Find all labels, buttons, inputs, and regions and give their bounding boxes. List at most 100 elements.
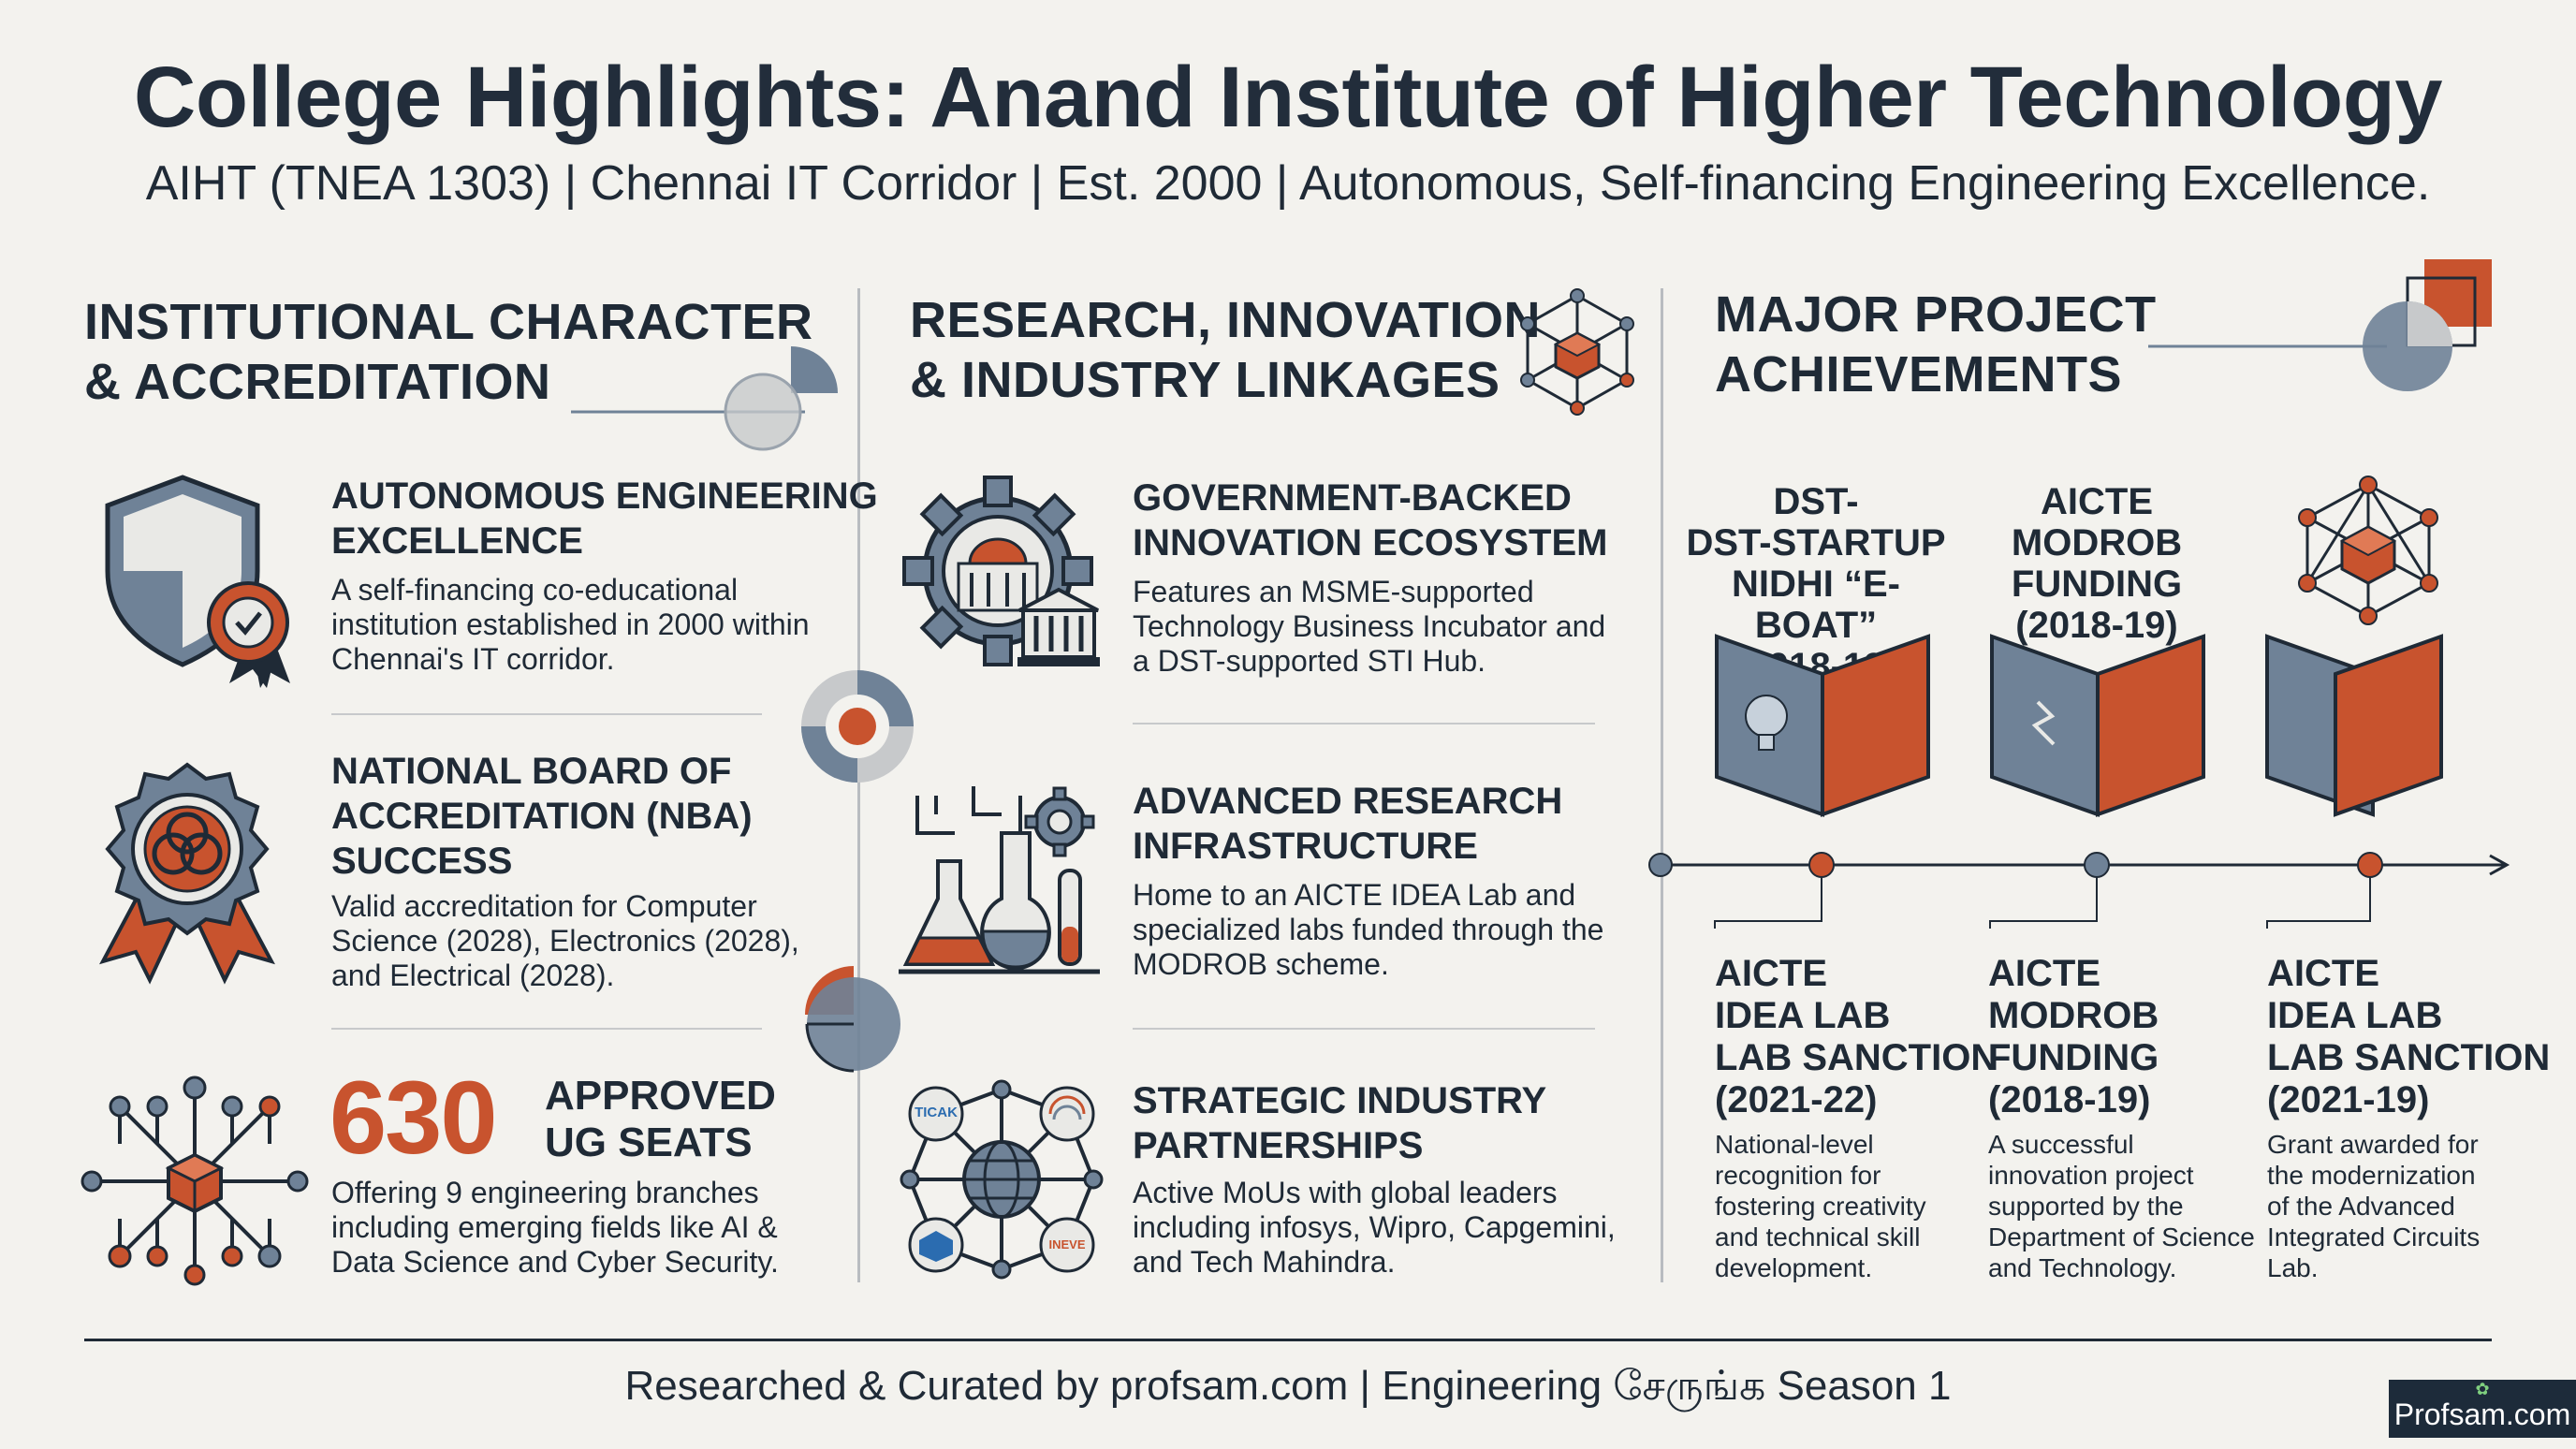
project-bottom3-t2: the modernization	[2267, 1161, 2476, 1190]
col1-item2-text: Valid accreditation for Computer Science…	[331, 889, 799, 993]
col2-heading: RESEARCH, INNOVATION & INDUSTRY LINKAGES	[910, 290, 1541, 410]
col2-item3-text1: Active MoUs with global leaders	[1133, 1176, 1558, 1209]
partner-logo-text: INEVE	[1048, 1237, 1086, 1251]
col2-item3-text2: including infosys, Wipro, Capgemini,	[1133, 1210, 1616, 1244]
project-bottom1-h1: AICTE	[1715, 953, 1827, 994]
col1-item1-head1: AUTONOMOUS ENGINEERING	[331, 476, 878, 517]
col2-item1-head2: INNOVATION ECOSYSTEM	[1133, 522, 1608, 564]
project-bottom1-t2: recognition for	[1715, 1161, 1881, 1190]
project-bottom2-h1: AICTE	[1988, 953, 2100, 994]
shield-badge-icon	[105, 475, 290, 688]
project-bottom1-text: National-level recognition for fostering…	[1715, 1129, 1926, 1283]
decor-square-circle-icon	[2148, 259, 2492, 391]
timeline	[1648, 852, 2510, 889]
molecule-cube-icon	[1520, 288, 1634, 416]
molecule-network-icon	[2298, 476, 2438, 625]
project-bottom2-text: A successful innovation project supporte…	[1988, 1129, 2255, 1283]
footer-divider	[84, 1339, 2492, 1341]
project-bottom2-h4: (2018-19)	[1988, 1079, 2151, 1120]
col2-item3-head2: PARTNERSHIPS	[1133, 1125, 1424, 1166]
col1-item3-text1: Offering 9 engineering branches	[331, 1176, 759, 1209]
partner-logo-text: TICAK	[915, 1105, 958, 1120]
column-divider	[857, 288, 860, 1282]
col2-item2-head2: INFRASTRUCTURE	[1133, 826, 1478, 867]
project-bottom2-h3: FUNDING	[1988, 1037, 2159, 1078]
col1-heading: INSTITUTIONAL CHARACTER & ACCREDITATION	[84, 292, 812, 412]
project-bottom2-t2: innovation project	[1988, 1161, 2194, 1190]
project-bottom3-h1: AICTE	[2267, 953, 2379, 994]
project-top1-line1: DST-	[1773, 481, 1859, 522]
col1-item2-text3: and Electrical (2028).	[331, 959, 615, 992]
project-bottom2-h2: MODROB	[1988, 995, 2159, 1036]
brand-badge[interactable]: Profsam.com	[2389, 1380, 2576, 1438]
col2-item2-text: Home to an AICTE IDEA Lab and specialize…	[1133, 878, 1603, 982]
col3-heading-line2: ACHIEVEMENTS	[1715, 346, 2123, 402]
col1-item2-head1: NATIONAL BOARD OF	[331, 751, 732, 792]
project-bottom3-t3: of the Advanced	[2267, 1192, 2455, 1221]
award-ribbon-icon	[99, 762, 275, 985]
project-top2-line4: (2018-19)	[2015, 605, 2178, 646]
col2-item2-text1: Home to an AICTE IDEA Lab and	[1133, 878, 1576, 912]
split-circle-icon	[805, 966, 900, 1073]
col1-heading-line1: INSTITUTIONAL CHARACTER	[84, 294, 813, 350]
item-divider	[331, 1028, 762, 1030]
timeline-connectors	[1714, 887, 2371, 929]
col2-item2-text3: MODROB scheme.	[1133, 947, 1389, 981]
col2-item1-head1: GOVERNMENT-BACKED	[1133, 477, 1572, 519]
network-cube-icon	[80, 1076, 309, 1286]
col1-item2-head3: SUCCESS	[331, 841, 513, 882]
col1-item2-text1: Valid accreditation for Computer	[331, 889, 757, 923]
project-top2-line1: AICTE	[2041, 481, 2153, 522]
project-bottom1-h2: IDEA LAB	[1715, 995, 1891, 1036]
col2-item1-text: Features an MSME-supported Technology Bu…	[1133, 575, 1605, 679]
project-bottom2-t3: supported by the	[1988, 1192, 2184, 1221]
project-bottom1-h4: (2021-22)	[1715, 1079, 1878, 1120]
project-bottom1-t1: National-level	[1715, 1130, 1874, 1159]
project-bottom3-heading: AICTE IDEA LAB LAB SANCTION (2021-19)	[2267, 953, 2550, 1121]
project-bottom2-t1: A successful	[1988, 1130, 2134, 1159]
col3-heading: MAJOR PROJECT ACHIEVEMENTS	[1715, 285, 2157, 404]
gear-building-icon	[902, 476, 1100, 666]
item-divider	[331, 713, 762, 715]
seat-count-label1: APPROVED	[545, 1073, 776, 1119]
col1-item3-text: Offering 9 engineering branches includin…	[331, 1176, 779, 1280]
seat-count-number: 630	[329, 1061, 498, 1176]
project-bottom2-t4: Department of Science	[1988, 1222, 2255, 1251]
project-bottom1-t4: and technical skill	[1715, 1222, 1921, 1251]
target-circle-icon	[801, 670, 914, 783]
project-cubes-icon	[1715, 634, 2443, 817]
col1-item3-text2: including emerging fields like AI &	[331, 1210, 778, 1244]
seat-count-label2: UG SEATS	[545, 1120, 753, 1165]
project-top1-line2: DST-STARTUP	[1686, 522, 1946, 564]
lab-flask-icon	[899, 786, 1100, 974]
col3-heading-line1: MAJOR PROJECT	[1715, 286, 2157, 343]
col2-item3-text: Active MoUs with global leaders includin…	[1133, 1176, 1616, 1280]
globe-network-icon	[900, 1079, 1104, 1280]
col1-heading-line2: & ACCREDITATION	[84, 354, 551, 410]
col1-item1-text3: Chennai's IT corridor.	[331, 642, 615, 676]
project-bottom2-t5: and Technology.	[1988, 1253, 2177, 1282]
project-bottom3-h2: IDEA LAB	[2267, 995, 2443, 1036]
project-bottom3-text: Grant awarded for the modernization of t…	[2267, 1129, 2480, 1283]
col1-item2-heading: NATIONAL BOARD OF ACCREDITATION (NBA) SU…	[331, 749, 753, 884]
project-top2-line2: MODROB	[2011, 522, 2183, 564]
col1-item1-text2: institution established in 2000 within	[331, 607, 810, 641]
project-bottom3-h4: (2021-19)	[2267, 1079, 2430, 1120]
col2-item2-text2: specialized labs funded through the	[1133, 913, 1604, 946]
col2-item1-text3: a DST-supported STI Hub.	[1133, 644, 1486, 678]
project-bottom1-t3: fostering creativity	[1715, 1192, 1926, 1221]
project-top1-line3: NIDHI “E-BOAT”	[1732, 564, 1900, 646]
brand-logo-icon: ✿	[2475, 1380, 2490, 1398]
item-divider	[1133, 1028, 1595, 1030]
project-bottom1-heading: AICTE IDEA LAB LAB SANCTION (2021-22)	[1715, 953, 1998, 1121]
project-bottom3-t5: Lab.	[2267, 1253, 2319, 1282]
col1-item3-text3: Data Science and Cyber Security.	[331, 1245, 779, 1279]
col2-item2-head1: ADVANCED RESEARCH	[1133, 781, 1563, 822]
project-label-top-2: AICTE MODROB FUNDING (2018-19)	[1966, 481, 2228, 646]
seat-count-label: APPROVED UG SEATS	[545, 1073, 776, 1166]
col2-item1-text2: Technology Business Incubator and	[1133, 609, 1606, 643]
footer-credit: Researched & Curated by profsam.com | En…	[624, 1363, 1952, 1409]
project-bottom2-heading: AICTE MODROB FUNDING (2018-19)	[1988, 953, 2159, 1121]
col2-item2-heading: ADVANCED RESEARCH INFRASTRUCTURE	[1133, 779, 1562, 869]
col2-item1-text1: Features an MSME-supported	[1133, 575, 1534, 608]
